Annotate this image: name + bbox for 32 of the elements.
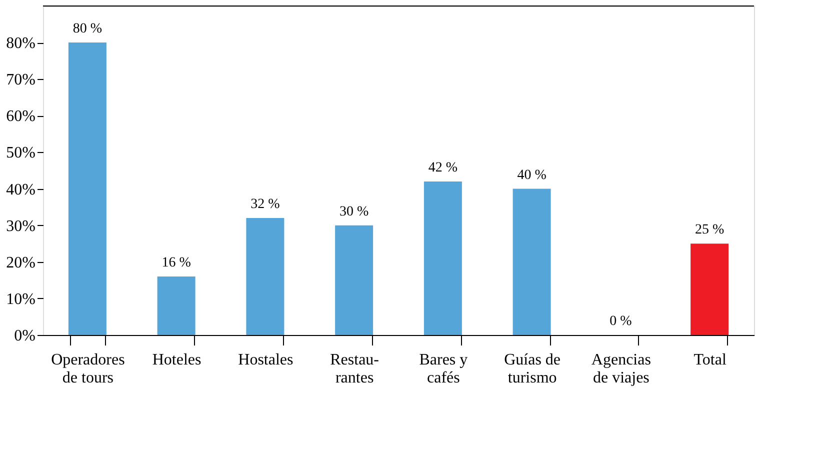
- x-tick-label: Hoteles: [152, 352, 202, 368]
- data-label: 32 %: [250, 197, 280, 212]
- x-tick-label: Agencias de viajes: [591, 352, 651, 386]
- x-tick-label: Guías de turismo: [504, 352, 561, 386]
- bar: [512, 188, 551, 335]
- data-label: 30 %: [339, 204, 369, 220]
- data-label: 16 %: [162, 256, 192, 271]
- x-tick-label: Bares y cafés: [419, 352, 468, 386]
- bar: [335, 225, 374, 335]
- data-label: 0 %: [610, 314, 632, 329]
- data-label: 42 %: [428, 160, 458, 176]
- bar: [246, 218, 284, 335]
- data-label: 25 %: [694, 222, 724, 238]
- x-tick-label: Operadores de tours: [51, 352, 125, 386]
- data-label: 40 %: [517, 168, 547, 183]
- bar: [424, 181, 462, 335]
- x-tick-label: Restau- rantes: [330, 352, 379, 386]
- x-tick-label: Total: [694, 352, 727, 368]
- y-tick-label: 40%: [6, 181, 36, 198]
- y-tick-label: 30%: [6, 218, 36, 235]
- bar: [690, 244, 729, 335]
- data-label: 80 %: [72, 22, 102, 37]
- y-tick-label: 10%: [6, 290, 36, 308]
- y-tick-label: 80%: [6, 35, 36, 52]
- bar: [157, 276, 196, 335]
- y-tick-label: 60%: [6, 108, 36, 126]
- x-tick-label: Hostales: [238, 352, 294, 368]
- y-tick-label: 0%: [14, 328, 36, 344]
- bar: [68, 42, 106, 335]
- y-tick-label: 20%: [6, 254, 36, 272]
- y-tick-label: 50%: [6, 144, 36, 162]
- y-tick-label: 70%: [6, 72, 36, 89]
